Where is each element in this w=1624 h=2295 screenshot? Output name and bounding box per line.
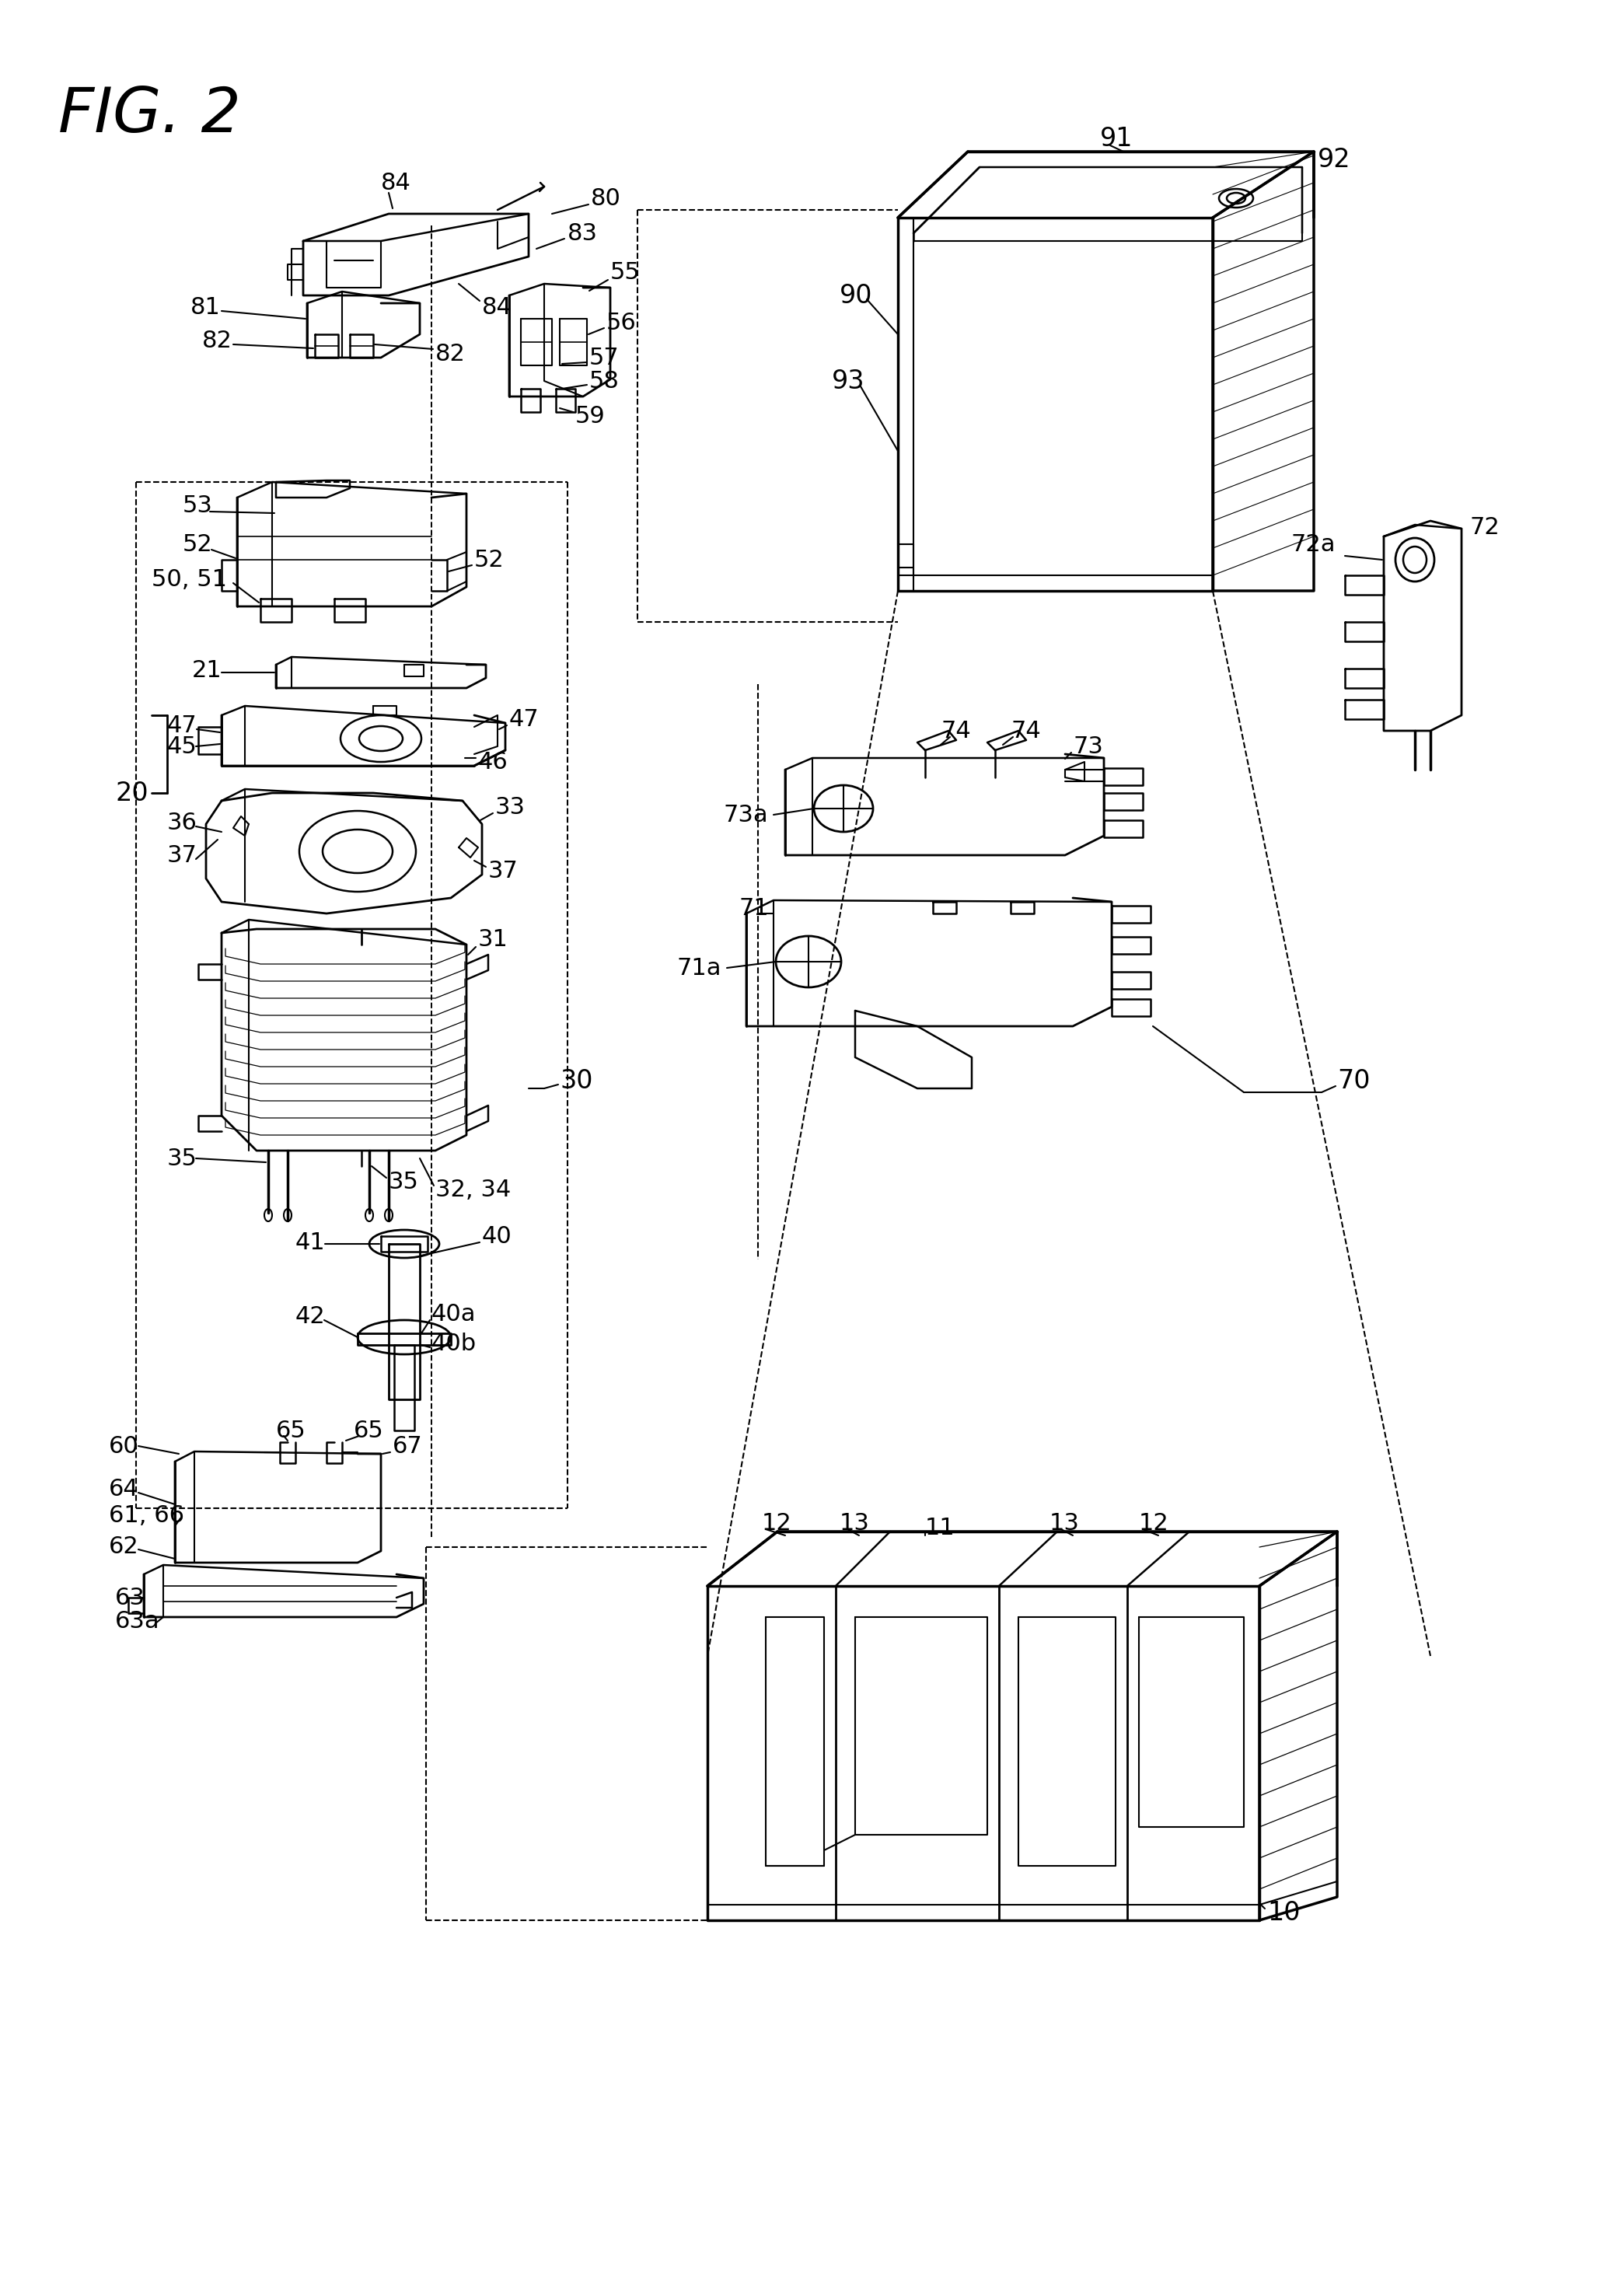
Text: 47: 47 [167, 714, 197, 737]
Text: 47: 47 [510, 707, 539, 730]
Text: 57: 57 [590, 347, 619, 369]
Text: 72a: 72a [1291, 532, 1335, 555]
Text: 56: 56 [606, 312, 637, 333]
Text: 60: 60 [109, 1434, 140, 1457]
Text: 58: 58 [590, 369, 619, 392]
Text: 72: 72 [1470, 516, 1499, 539]
Text: FIG. 2: FIG. 2 [58, 85, 240, 145]
Text: 81: 81 [190, 296, 221, 319]
Text: 71: 71 [739, 897, 768, 920]
Text: 40a: 40a [432, 1304, 476, 1324]
Text: 74: 74 [940, 721, 971, 741]
Text: 74: 74 [1010, 721, 1041, 741]
Text: 62: 62 [109, 1535, 140, 1558]
Text: 71a: 71a [676, 957, 721, 980]
Text: 37: 37 [489, 858, 518, 881]
Text: 52: 52 [474, 549, 505, 571]
Text: 80: 80 [591, 186, 620, 209]
Text: 10: 10 [1267, 1900, 1301, 1926]
Text: 55: 55 [611, 262, 640, 282]
Text: 41: 41 [296, 1230, 325, 1253]
Text: 21: 21 [192, 659, 222, 682]
Text: 11: 11 [926, 1517, 955, 1540]
Text: 35: 35 [388, 1170, 419, 1193]
Text: 90: 90 [840, 282, 872, 308]
Text: 65: 65 [354, 1418, 383, 1441]
Text: 64: 64 [109, 1478, 140, 1501]
Text: 67: 67 [393, 1434, 422, 1457]
Text: 61, 66: 61, 66 [109, 1506, 184, 1526]
Text: 42: 42 [296, 1306, 325, 1327]
Text: 82: 82 [435, 342, 466, 365]
Text: 12: 12 [762, 1512, 793, 1535]
Text: 92: 92 [1317, 147, 1351, 172]
Text: 52: 52 [182, 532, 213, 555]
Text: 12: 12 [1138, 1512, 1169, 1535]
Text: 32, 34: 32, 34 [435, 1177, 512, 1200]
Text: 45: 45 [167, 734, 197, 757]
Text: 40b: 40b [432, 1331, 477, 1354]
Text: 33: 33 [495, 796, 526, 819]
Text: 65: 65 [276, 1418, 305, 1441]
Text: 40: 40 [482, 1226, 512, 1248]
Text: 59: 59 [575, 404, 606, 427]
Text: 82: 82 [201, 328, 232, 351]
Text: 93: 93 [831, 367, 866, 395]
Text: 13: 13 [1049, 1512, 1080, 1535]
Text: 84: 84 [382, 172, 411, 195]
Text: 31: 31 [477, 927, 508, 950]
Text: 73: 73 [1073, 734, 1103, 757]
Text: 53: 53 [182, 493, 213, 516]
Text: 84: 84 [482, 296, 512, 319]
Text: 83: 83 [567, 223, 598, 246]
Text: 70: 70 [1337, 1067, 1371, 1092]
Text: 63: 63 [115, 1586, 145, 1609]
Text: 35: 35 [167, 1148, 198, 1170]
Text: 50, 51: 50, 51 [151, 567, 227, 590]
Text: 63a: 63a [115, 1609, 159, 1632]
Text: 30: 30 [560, 1067, 593, 1092]
Text: 73a: 73a [723, 803, 768, 826]
Text: 13: 13 [840, 1512, 870, 1535]
Text: 46: 46 [477, 750, 508, 773]
Text: 37: 37 [167, 845, 198, 868]
Text: 20: 20 [115, 780, 148, 806]
Text: 91: 91 [1099, 126, 1134, 151]
Text: 36: 36 [167, 810, 198, 833]
